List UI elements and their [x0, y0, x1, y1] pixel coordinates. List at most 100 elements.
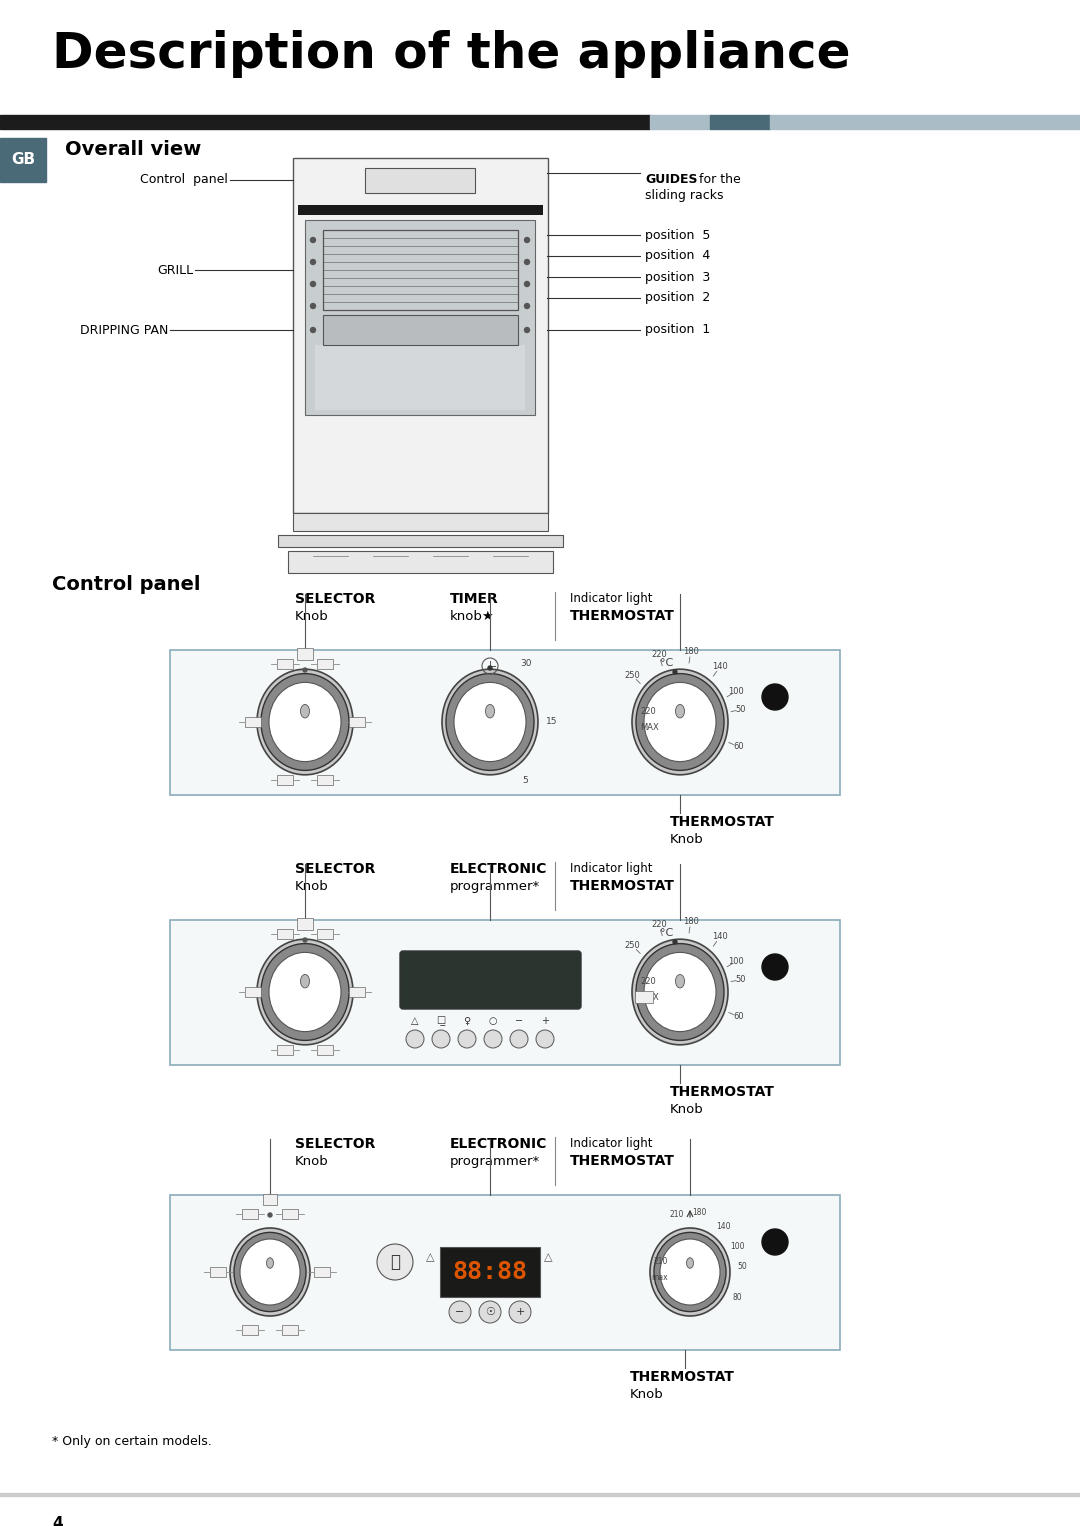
Bar — [170, 650, 840, 795]
Text: SELECTOR: SELECTOR — [295, 862, 376, 876]
Circle shape — [449, 1302, 471, 1323]
Bar — [770, 114, 1080, 130]
Bar — [170, 1195, 840, 1351]
Bar — [297, 919, 313, 929]
Bar — [349, 717, 365, 726]
Text: position  5: position 5 — [645, 229, 711, 241]
Ellipse shape — [234, 1233, 306, 1312]
Text: TIMER: TIMER — [450, 592, 499, 606]
Text: THERMOSTAT: THERMOSTAT — [670, 815, 774, 829]
Circle shape — [525, 238, 529, 243]
Circle shape — [525, 259, 529, 264]
Ellipse shape — [269, 952, 341, 1032]
Text: THERMOSTAT: THERMOSTAT — [570, 879, 675, 893]
Bar — [315, 345, 525, 410]
Text: MAX: MAX — [640, 992, 659, 1001]
Circle shape — [480, 1302, 501, 1323]
Text: 220: 220 — [640, 978, 656, 986]
Bar — [170, 920, 840, 1065]
Text: +: + — [515, 1306, 525, 1317]
Bar — [276, 929, 293, 938]
Circle shape — [484, 1030, 502, 1048]
Bar — [245, 717, 261, 726]
Circle shape — [536, 1030, 554, 1048]
Text: position  2: position 2 — [645, 291, 711, 305]
Bar — [278, 536, 563, 546]
Text: 50: 50 — [737, 1262, 746, 1271]
Text: 210: 210 — [653, 1257, 669, 1267]
Ellipse shape — [261, 943, 349, 1041]
Text: 140: 140 — [716, 1221, 731, 1230]
Circle shape — [762, 1228, 788, 1254]
Text: −: − — [456, 1306, 464, 1317]
Text: position  4: position 4 — [645, 249, 711, 262]
Text: △: △ — [543, 1251, 552, 1262]
Bar — [318, 659, 333, 668]
Ellipse shape — [644, 952, 716, 1032]
Text: 140: 140 — [712, 932, 728, 942]
Text: +: + — [541, 1016, 549, 1025]
Ellipse shape — [446, 673, 534, 771]
Ellipse shape — [230, 1228, 310, 1315]
Bar — [288, 551, 553, 572]
Circle shape — [311, 304, 315, 308]
Circle shape — [458, 1030, 476, 1048]
Ellipse shape — [442, 670, 538, 775]
Text: Overall view: Overall view — [65, 140, 201, 159]
Text: SELECTOR: SELECTOR — [295, 592, 376, 606]
Ellipse shape — [687, 1257, 693, 1268]
Ellipse shape — [644, 682, 716, 761]
Text: 210: 210 — [670, 1210, 684, 1219]
Text: * Only on certain models.: * Only on certain models. — [52, 1434, 212, 1448]
Text: Indicator light: Indicator light — [570, 592, 652, 604]
Text: programmer*: programmer* — [450, 1155, 540, 1167]
Text: ○: ○ — [489, 1016, 497, 1025]
Bar — [318, 775, 333, 784]
Bar — [298, 204, 543, 215]
Circle shape — [488, 665, 492, 670]
Text: GUIDES: GUIDES — [645, 172, 698, 186]
Text: 5: 5 — [523, 777, 528, 786]
Text: programmer*: programmer* — [450, 881, 540, 893]
Text: Description of the appliance: Description of the appliance — [52, 31, 851, 78]
Circle shape — [432, 1030, 450, 1048]
Text: 15: 15 — [546, 717, 557, 726]
Text: °C: °C — [660, 658, 673, 668]
Text: Knob: Knob — [630, 1389, 664, 1401]
Ellipse shape — [632, 670, 728, 775]
Ellipse shape — [257, 670, 353, 775]
Text: 140: 140 — [712, 662, 728, 671]
Bar — [323, 230, 518, 310]
Text: 88:88: 88:88 — [453, 1260, 527, 1283]
Text: 250: 250 — [624, 671, 640, 681]
Text: Knob: Knob — [295, 881, 328, 893]
Text: 250: 250 — [624, 942, 640, 951]
Circle shape — [525, 281, 529, 287]
Circle shape — [509, 1302, 531, 1323]
Bar — [710, 114, 770, 130]
Text: △: △ — [411, 1016, 419, 1025]
Bar — [276, 1045, 293, 1054]
Text: ☉: ☉ — [485, 1306, 495, 1317]
Text: 100: 100 — [728, 957, 744, 966]
Ellipse shape — [636, 943, 724, 1041]
Text: 60: 60 — [733, 742, 743, 751]
Circle shape — [762, 954, 788, 980]
Text: ELECTRONIC: ELECTRONIC — [450, 862, 548, 876]
Circle shape — [311, 259, 315, 264]
Ellipse shape — [269, 682, 341, 761]
Bar — [365, 168, 475, 192]
Text: Knob: Knob — [670, 833, 704, 845]
Circle shape — [311, 238, 315, 243]
Text: THERMOSTAT: THERMOSTAT — [570, 609, 675, 623]
Bar — [0, 137, 46, 182]
Bar — [276, 775, 293, 784]
Bar — [242, 1209, 258, 1219]
Ellipse shape — [257, 938, 353, 1045]
Text: MAX: MAX — [640, 722, 659, 731]
Text: 180: 180 — [683, 917, 699, 926]
Bar — [210, 1267, 226, 1277]
Bar — [245, 987, 261, 996]
Circle shape — [525, 304, 529, 308]
Bar — [242, 1325, 258, 1335]
